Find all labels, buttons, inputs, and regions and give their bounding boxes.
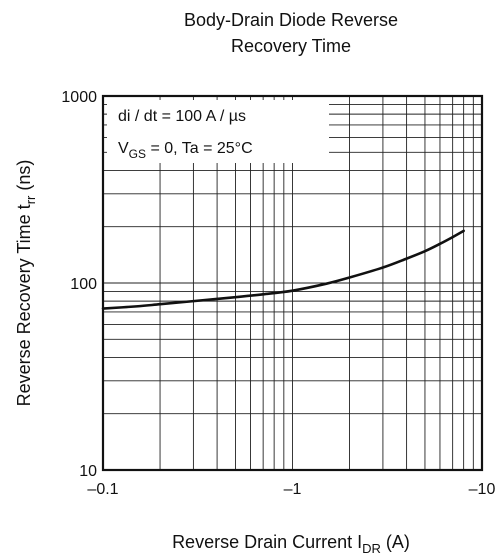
tick-labels: –0.1 –1 –10 10 100 1000	[61, 89, 495, 498]
chart-title: Body-Drain Diode Reverse Recovery Time	[184, 10, 398, 56]
series-line	[101, 229, 465, 310]
chart-title-line: Body-Drain Diode Reverse	[184, 10, 398, 30]
x-tick-label: –0.1	[87, 481, 118, 498]
y-tick-label: 10	[79, 463, 97, 480]
annotation-text: VGS = 0, Ta = 25°C	[118, 140, 253, 161]
chart-title-line: Recovery Time	[231, 36, 351, 56]
x-axis-label: Reverse Drain Current IDR (A)	[172, 532, 410, 556]
y-tick-label: 1000	[61, 89, 97, 106]
y-tick-label: 100	[70, 276, 97, 293]
y-axis-label: Reverse Recovery Time trr (ns)	[14, 160, 38, 407]
annotation-box: di / dt = 100 A / µs VGS = 0, Ta = 25°C	[107, 100, 329, 163]
annotation-background	[107, 100, 329, 163]
axes	[101, 94, 484, 472]
series-layer	[101, 229, 465, 310]
x-tick-label: –10	[469, 481, 496, 498]
x-tick-label: –1	[284, 481, 302, 498]
axis-labels: Reverse Drain Current IDR (A) Reverse Rec…	[14, 160, 410, 556]
plot-frame	[101, 94, 484, 472]
annotation-text: di / dt = 100 A / µs	[118, 108, 246, 125]
